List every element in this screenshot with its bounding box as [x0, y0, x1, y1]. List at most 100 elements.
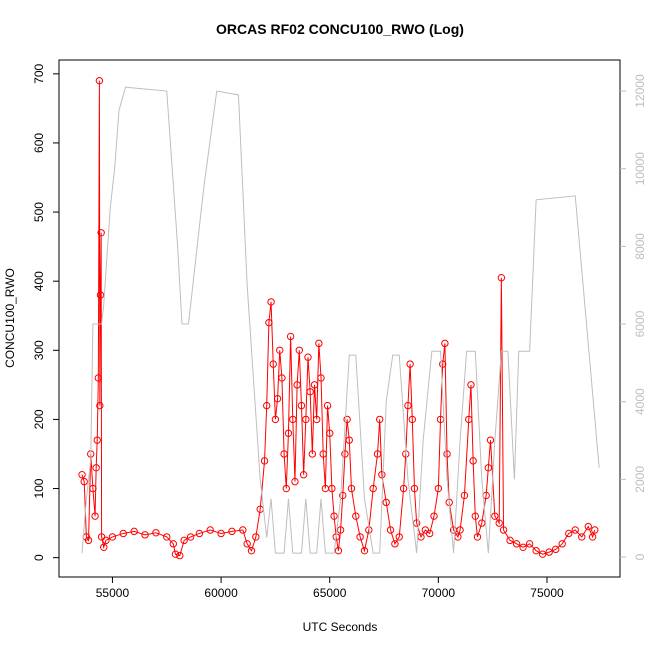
- data-point: [484, 464, 493, 472]
- data-point: [565, 529, 573, 538]
- data-point: [293, 381, 301, 389]
- data-point: [252, 533, 260, 541]
- data-point: [584, 522, 592, 531]
- data-point: [186, 533, 195, 541]
- data-point: [506, 536, 514, 545]
- data-point: [308, 450, 317, 458]
- data-point: [408, 415, 416, 424]
- data-point: [152, 529, 160, 537]
- data-point: [284, 429, 293, 437]
- plot-box: [58, 59, 621, 578]
- data-point: [169, 540, 177, 548]
- data-point: [141, 531, 149, 539]
- y-tick-label: 700: [32, 63, 46, 83]
- data-point: [391, 540, 399, 548]
- data-point: [558, 540, 566, 548]
- data-point: [467, 381, 475, 389]
- data-point: [525, 540, 534, 548]
- data-point: [395, 533, 403, 541]
- data-point: [310, 381, 319, 389]
- data-point: [96, 401, 104, 410]
- data-point: [356, 533, 364, 541]
- y-tick-label: 500: [32, 202, 46, 222]
- data-point: [312, 415, 321, 424]
- y2-tick-label: 10000: [633, 152, 647, 186]
- data-point: [163, 533, 171, 541]
- data-point: [406, 360, 414, 368]
- data-point: [382, 498, 390, 507]
- data-point: [93, 436, 101, 444]
- data-point: [94, 374, 103, 382]
- data-point: [471, 512, 479, 520]
- data-point: [478, 519, 486, 527]
- data-point: [97, 229, 105, 237]
- data-point: [100, 543, 108, 551]
- data-point: [430, 512, 438, 520]
- y2-tick-label: 6000: [633, 310, 647, 337]
- data-point: [519, 543, 527, 551]
- data-point: [273, 394, 282, 403]
- data-point: [343, 415, 351, 424]
- data-point: [80, 477, 88, 486]
- data-point: [247, 547, 256, 555]
- data-point: [352, 512, 360, 520]
- data-point: [441, 339, 449, 348]
- chart-title: ORCAS RF02 CONCU100_RWO (Log): [216, 21, 464, 37]
- data-point: [206, 526, 214, 534]
- data-point: [434, 484, 443, 493]
- x-tick-label: 70000: [422, 586, 456, 600]
- data-point: [439, 360, 447, 368]
- data-point: [495, 519, 503, 527]
- x-tick-label: 75000: [530, 586, 564, 600]
- data-point: [267, 298, 275, 306]
- data-point: [315, 339, 323, 348]
- data-point: [119, 529, 128, 538]
- data-point: [91, 512, 99, 520]
- data-point: [317, 374, 325, 382]
- data-point: [497, 274, 506, 282]
- data-point: [286, 332, 295, 341]
- data-point: [373, 450, 382, 458]
- data-point: [465, 415, 473, 424]
- data-point: [456, 526, 464, 534]
- y-axis-label: CONCU100_RWO: [3, 268, 17, 368]
- data-point: [302, 415, 310, 424]
- data-point: [410, 484, 419, 493]
- data-point: [228, 527, 236, 536]
- data-point: [280, 450, 288, 458]
- data-point: [551, 545, 560, 554]
- data-point: [265, 318, 273, 327]
- data-point: [491, 512, 499, 520]
- data-point: [532, 547, 540, 555]
- data-point: [92, 464, 100, 472]
- y-tick-label: 400: [32, 271, 46, 291]
- data-point: [180, 536, 188, 545]
- data-point: [295, 346, 304, 354]
- y-tick-label: 300: [32, 340, 46, 360]
- x-tick-label: 60000: [204, 586, 238, 600]
- data-point: [460, 491, 469, 500]
- y2-tick-label: 8000: [633, 233, 647, 260]
- data-point: [347, 484, 356, 493]
- data-point: [84, 536, 93, 545]
- data-point: [591, 526, 599, 534]
- data-point: [291, 477, 299, 486]
- data-point: [319, 450, 327, 458]
- data-point: [425, 529, 434, 538]
- data-point: [499, 526, 508, 534]
- series-line: [81, 80, 596, 557]
- data-point: [108, 533, 117, 541]
- data-point: [375, 415, 384, 424]
- data-point: [334, 547, 343, 555]
- data-point: [339, 491, 347, 500]
- y-tick-label: 0: [32, 554, 46, 561]
- data-point: [260, 457, 269, 465]
- data-point: [386, 526, 395, 534]
- data-point: [345, 436, 353, 444]
- y2-tick-label: 4000: [633, 388, 647, 415]
- data-point: [306, 388, 314, 396]
- y-tick-label: 200: [32, 409, 46, 429]
- data-point: [369, 484, 377, 493]
- data-point: [545, 548, 553, 556]
- x-axis-label: UTC Seconds: [303, 620, 378, 634]
